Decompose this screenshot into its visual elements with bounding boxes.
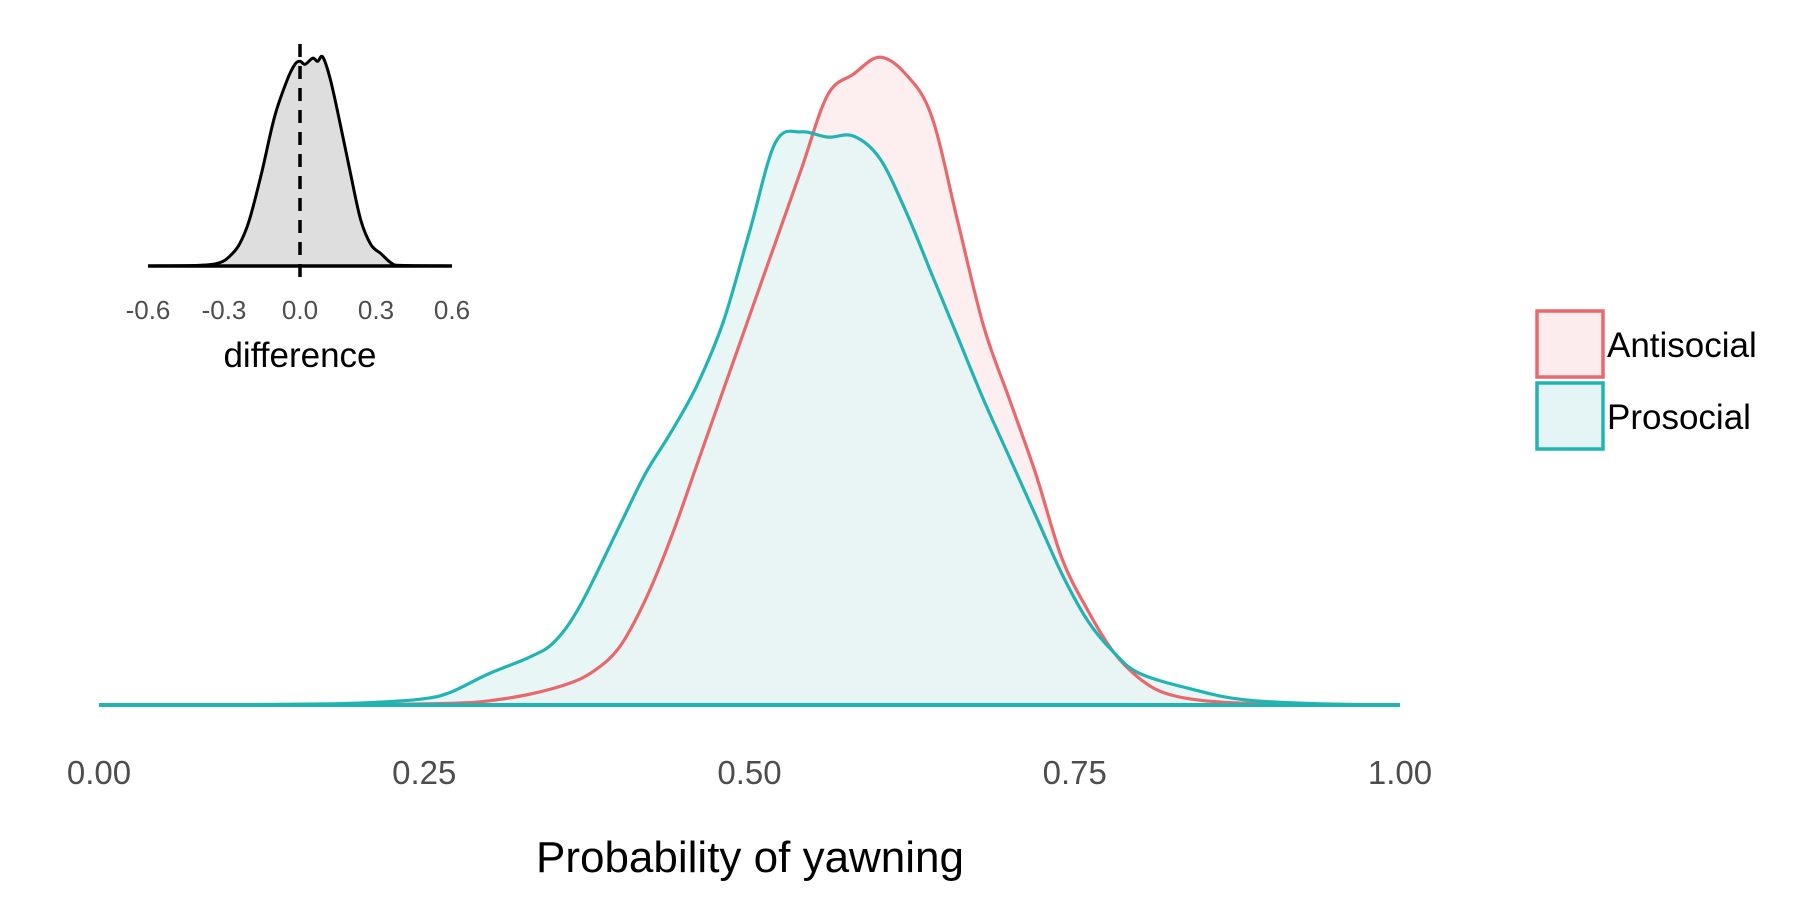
- difference-density-line: [147, 54, 453, 268]
- inset-x-tick-label: 0.6: [434, 295, 470, 325]
- x-tick-label: 0.00: [67, 754, 131, 791]
- legend-item-prosocial: Prosocial: [1535, 381, 1751, 451]
- x-tick-label: 0.50: [717, 754, 781, 791]
- inset-x-axis-title: difference: [223, 336, 376, 375]
- inset-x-tick-label: -0.6: [126, 295, 171, 325]
- inset-x-tick-label: 0.0: [282, 295, 318, 325]
- main-density-plot: 0.00 0.25 0.50 0.75 1.00 Probability of yawn…: [67, 55, 1432, 882]
- legend-swatch: [1535, 309, 1605, 379]
- x-tick-label: 0.25: [392, 754, 456, 791]
- x-tick-label: 0.75: [1043, 754, 1107, 791]
- density-areas: [98, 55, 1401, 707]
- x-tick-label: 1.00: [1368, 754, 1432, 791]
- difference-inset-plot: -0.6 -0.3 0.0 0.3 0.6 difference: [126, 44, 470, 375]
- prosocial-density-line: [98, 129, 1401, 707]
- legend-label: Antisocial: [1607, 326, 1757, 365]
- inset-x-tick-label: 0.3: [358, 295, 394, 325]
- legend: Antisocial Prosocial: [1535, 309, 1757, 451]
- legend-swatch: [1535, 381, 1605, 451]
- legend-item-antisocial: Antisocial: [1535, 309, 1757, 379]
- legend-label: Prosocial: [1607, 398, 1751, 437]
- antisocial-density-line: [98, 55, 1401, 707]
- x-axis-title: Probability of yawning: [536, 833, 964, 882]
- x-axis-ticks: 0.00 0.25 0.50 0.75 1.00: [67, 754, 1432, 791]
- inset-x-tick-label: -0.3: [202, 295, 247, 325]
- inset-x-axis-ticks: -0.6 -0.3 0.0 0.3 0.6: [126, 295, 470, 325]
- prosocial-density-fill: [99, 131, 1400, 706]
